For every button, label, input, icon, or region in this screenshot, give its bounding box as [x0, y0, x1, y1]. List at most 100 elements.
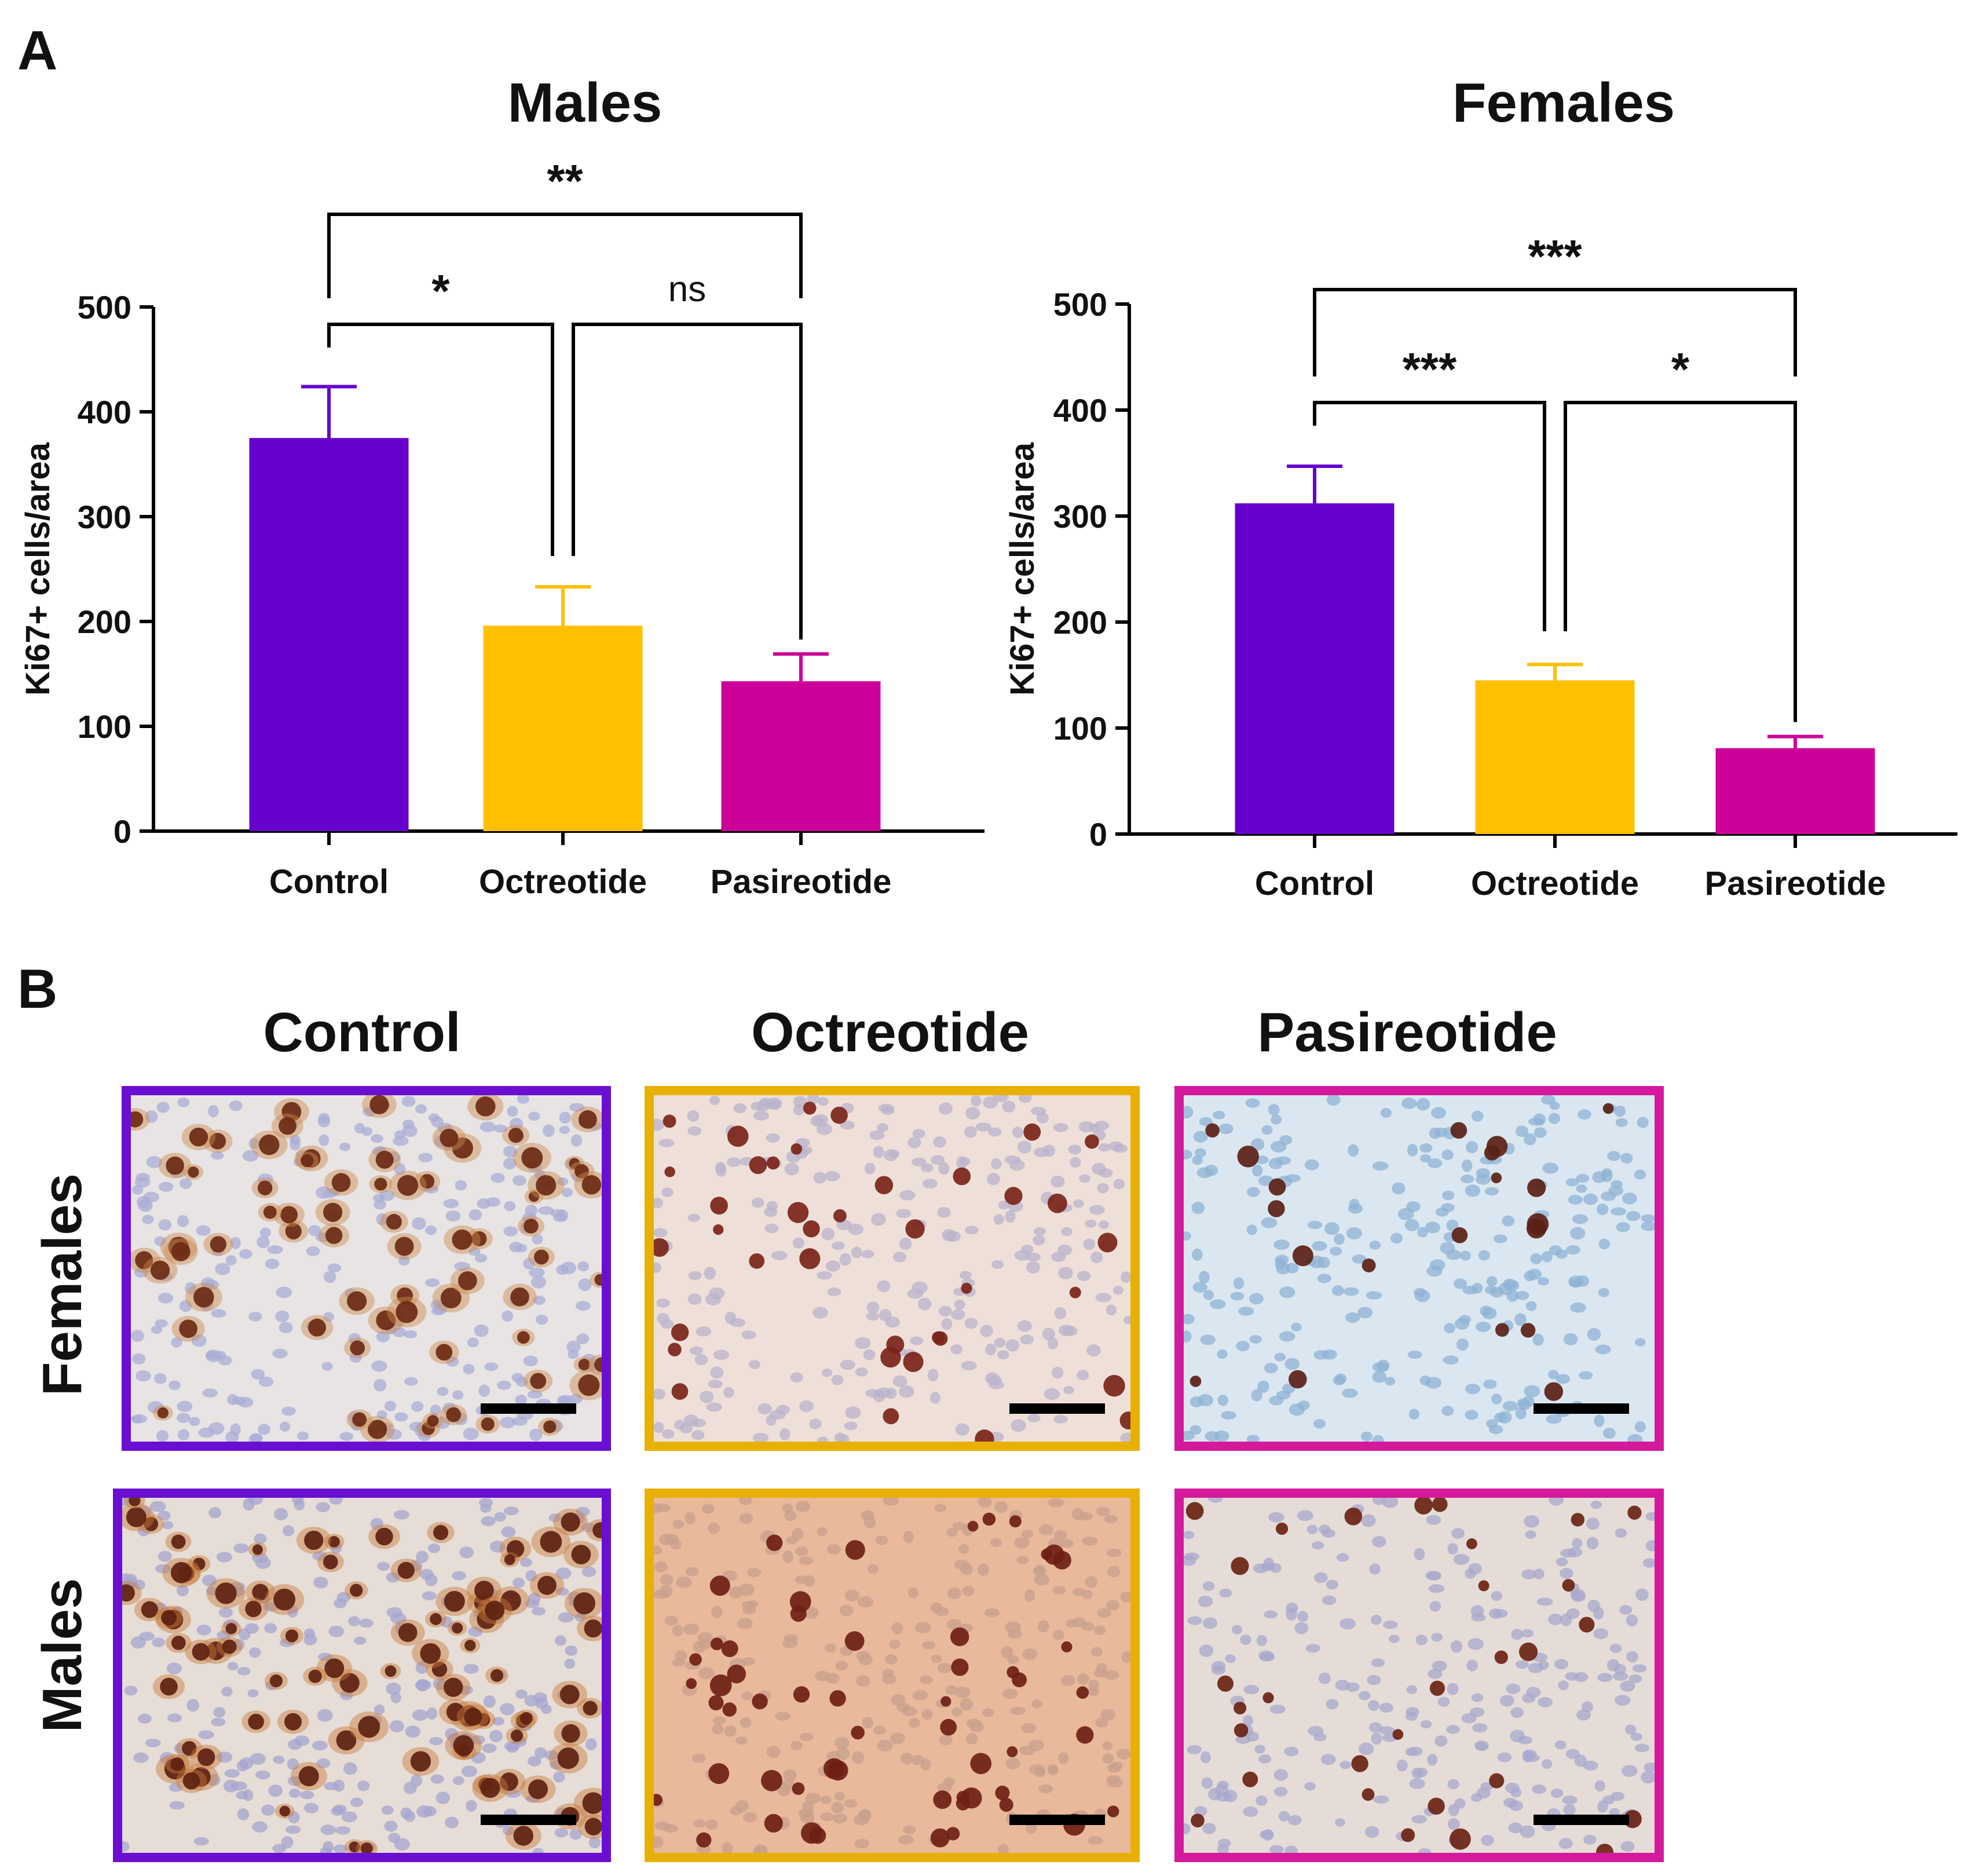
ki67-positive-nucleus: [537, 1575, 557, 1595]
ki67-positive-nucleus: [324, 1658, 345, 1678]
unstained-nucleus: [683, 1623, 700, 1635]
unstained-nucleus: [179, 1300, 192, 1312]
unstained-nucleus: [577, 1261, 590, 1272]
unstained-nucleus: [753, 1110, 770, 1121]
unstained-nucleus: [1258, 1754, 1272, 1764]
unstained-nucleus: [1106, 1600, 1119, 1611]
ki67-positive-nucleus: [584, 1619, 602, 1638]
unstained-nucleus: [939, 1102, 953, 1115]
unstained-nucleus: [512, 1577, 525, 1588]
ki67-positive-nucleus: [1450, 1828, 1471, 1850]
unstained-nucleus: [1390, 1233, 1403, 1244]
unstained-nucleus: [1373, 1795, 1389, 1804]
unstained-nucleus: [700, 1391, 714, 1403]
unstained-nucleus: [1516, 1290, 1529, 1300]
unstained-nucleus: [964, 1226, 979, 1235]
unstained-nucleus: [735, 1736, 748, 1745]
ki67-positive-nucleus: [1007, 1746, 1018, 1757]
ki67-positive-nucleus: [1544, 1382, 1564, 1401]
unstained-nucleus: [354, 1636, 367, 1645]
ki67-positive-nucleus: [444, 1677, 463, 1697]
unstained-nucleus: [710, 1366, 724, 1379]
unstained-nucleus: [156, 1102, 170, 1113]
unstained-nucleus: [484, 1362, 499, 1372]
unstained-nucleus: [1632, 1664, 1647, 1673]
unstained-nucleus: [962, 1585, 975, 1597]
unstained-nucleus: [1073, 1199, 1084, 1208]
significance-label: *: [431, 265, 450, 317]
unstained-nucleus: [804, 1575, 815, 1587]
unstained-nucleus: [1615, 1118, 1628, 1127]
unstained-nucleus: [1116, 1749, 1130, 1760]
unstained-nucleus: [538, 1206, 554, 1215]
females-bar-chart: Females Ki67+ cells/area 0 100 200 300 400 500 C…: [1004, 72, 1957, 902]
ki67-positive-nucleus: [828, 1760, 848, 1781]
unstained-nucleus: [463, 1363, 475, 1374]
unstained-nucleus: [985, 1343, 997, 1356]
unstained-nucleus: [1317, 1274, 1331, 1283]
unstained-nucleus: [654, 1836, 664, 1848]
unstained-nucleus: [1288, 1815, 1302, 1826]
unstained-nucleus: [1320, 1754, 1336, 1765]
unstained-nucleus: [452, 1571, 466, 1581]
unstained-nucleus: [254, 1533, 267, 1545]
unstained-nucleus: [691, 1753, 707, 1763]
unstained-nucleus: [229, 1100, 243, 1111]
unstained-nucleus: [1026, 1261, 1040, 1274]
unstained-nucleus: [1202, 1617, 1218, 1629]
unstained-nucleus: [221, 1687, 233, 1697]
ki67-positive-nucleus: [446, 1407, 461, 1422]
unstained-nucleus: [1598, 1288, 1609, 1297]
unstained-nucleus: [706, 1402, 723, 1412]
ki67-positive-nucleus: [528, 1779, 548, 1800]
unstained-nucleus: [861, 1249, 874, 1259]
ki67-positive-nucleus: [376, 1310, 396, 1330]
unstained-nucleus: [1608, 1185, 1624, 1196]
unstained-nucleus: [1442, 1190, 1455, 1201]
ki67-positive-nucleus: [1495, 1323, 1509, 1337]
unstained-nucleus: [845, 1406, 861, 1419]
ki67-positive-nucleus: [1362, 1258, 1376, 1272]
unstained-nucleus: [558, 1612, 574, 1623]
unstained-nucleus: [1053, 1122, 1068, 1132]
unstained-nucleus: [939, 1734, 953, 1746]
ki67-positive-nucleus: [444, 1590, 465, 1612]
unstained-nucleus: [1467, 1638, 1484, 1650]
ki67-positive-nucleus: [793, 1686, 810, 1703]
unstained-nucleus: [402, 1120, 415, 1129]
unstained-nucleus: [303, 1802, 319, 1813]
unstained-nucleus: [816, 1123, 833, 1135]
unstained-nucleus: [211, 1717, 226, 1727]
unstained-nucleus: [1576, 1184, 1587, 1193]
ki67-positive-nucleus: [375, 1527, 393, 1546]
ki67-positive-nucleus: [766, 1534, 783, 1551]
unstained-nucleus: [1297, 1510, 1313, 1522]
unstained-nucleus: [1284, 1358, 1300, 1370]
unstained-nucleus: [749, 1360, 760, 1369]
unstained-nucleus: [1359, 1742, 1374, 1756]
unstained-nucleus: [1502, 1400, 1518, 1411]
unstained-nucleus: [523, 1355, 538, 1367]
unstained-nucleus: [1420, 1720, 1432, 1729]
ki67-positive-nucleus: [360, 1842, 373, 1853]
unstained-nucleus: [1611, 1180, 1623, 1189]
unstained-nucleus: [134, 1267, 149, 1278]
ki67-positive-nucleus: [385, 1665, 397, 1677]
unstained-nucleus: [267, 1245, 283, 1255]
unstained-nucleus: [489, 1730, 503, 1743]
y-tick-label: 300: [1053, 498, 1107, 535]
unstained-nucleus: [660, 1319, 674, 1329]
unstained-nucleus: [224, 1769, 240, 1778]
unstained-nucleus: [1079, 1174, 1091, 1183]
ki67-positive-nucleus: [157, 1407, 169, 1419]
unstained-nucleus: [430, 1774, 444, 1784]
unstained-nucleus: [1061, 1227, 1073, 1237]
unstained-nucleus: [1542, 1162, 1559, 1174]
unstained-nucleus: [390, 1612, 407, 1624]
unstained-nucleus: [869, 1130, 885, 1140]
unstained-nucleus: [272, 1348, 288, 1359]
unstained-nucleus: [426, 1707, 438, 1720]
unstained-nucleus: [659, 1585, 673, 1598]
unstained-nucleus: [459, 1546, 474, 1559]
unstained-nucleus: [1047, 1764, 1059, 1773]
